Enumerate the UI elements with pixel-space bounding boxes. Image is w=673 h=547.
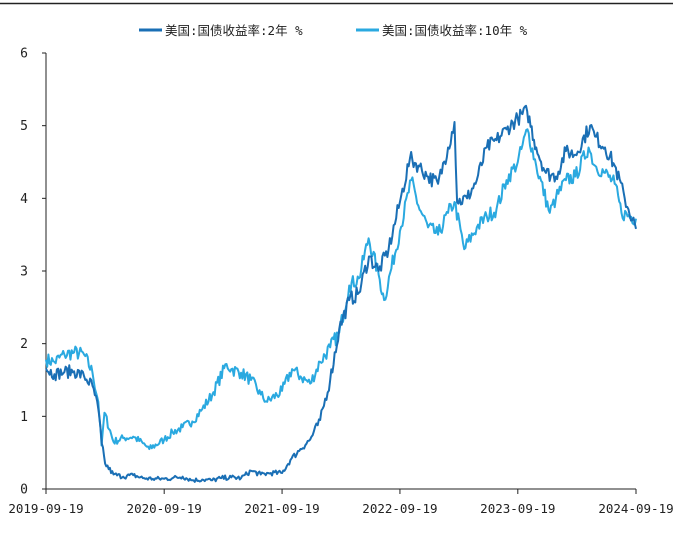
y-tick-label: 3 [20, 265, 28, 280]
y-tick-label: 6 [20, 47, 28, 62]
x-tick-label: 2019-09-19 [8, 501, 83, 516]
y-tick-label: 4 [20, 192, 28, 207]
x-axis: 2019-09-19 2020-09-19 2021-09-19 2022-09-19… [8, 488, 673, 516]
x-tick-label: 2024-09-19 [598, 501, 673, 516]
legend-label: 美国:国债收益率:2年 % [165, 23, 303, 38]
series-layer [45, 104, 637, 483]
y-tick-label: 5 [20, 119, 28, 134]
y-axis: 0 1 2 3 4 5 6 [20, 47, 47, 498]
x-tick-label: 2023-09-19 [480, 501, 555, 516]
y-tick-label: 2 [20, 337, 28, 352]
series-line-10y [45, 128, 637, 451]
series-line-2y [45, 104, 637, 483]
y-tick-label: 1 [20, 410, 28, 425]
x-tick-label: 2020-09-19 [127, 501, 202, 516]
y-tick-label: 0 [20, 483, 28, 498]
legend-label: 美国:国债收益率:10年 % [382, 23, 528, 38]
x-tick-label: 2022-09-19 [362, 501, 437, 516]
legend: 美国:国债收益率:2年 % 美国:国债收益率:10年 % [139, 23, 528, 38]
x-tick-label: 2021-09-19 [244, 501, 319, 516]
